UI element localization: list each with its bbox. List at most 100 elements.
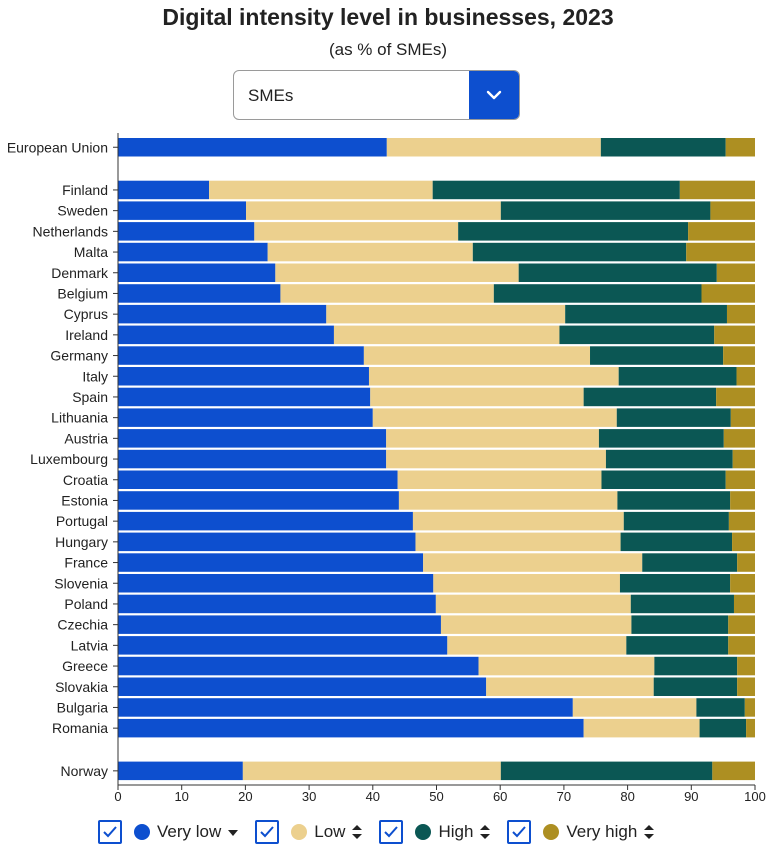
checkbox-very-high[interactable] (507, 820, 532, 844)
bar-very-low-netherlands[interactable] (118, 222, 255, 241)
bar-high-croatia[interactable] (601, 470, 726, 490)
bar-low-slovenia[interactable] (433, 574, 620, 593)
bar-very-high-hungary[interactable] (732, 532, 755, 552)
bar-very-low-austria[interactable] (118, 429, 387, 448)
bar-very-high-spain[interactable] (716, 387, 755, 407)
bar-low-ireland[interactable] (333, 325, 560, 345)
bar-very-low-romania[interactable] (118, 718, 584, 738)
bar-high-norway[interactable] (500, 761, 713, 781)
bar-low-malta[interactable] (267, 242, 473, 262)
legend-item-low[interactable]: Low (255, 820, 363, 844)
business-size-select[interactable]: SMEs (233, 70, 520, 120)
bar-very-high-poland[interactable] (733, 594, 755, 614)
bar-very-low-ireland[interactable] (118, 325, 334, 345)
bar-low-lithuania[interactable] (372, 408, 617, 427)
bar-high-estonia[interactable] (617, 491, 731, 510)
bar-low-luxembourg[interactable] (386, 449, 606, 469)
bar-low-poland[interactable] (435, 594, 631, 614)
bar-low-finland[interactable] (209, 180, 433, 200)
bar-high-finland[interactable] (432, 180, 680, 200)
bar-very-low-malta[interactable] (118, 242, 268, 262)
bar-very-low-norway[interactable] (118, 761, 243, 781)
bar-very-high-romania[interactable] (746, 718, 755, 738)
bar-very-high-croatia[interactable] (725, 470, 755, 490)
dropdown-toggle-button[interactable] (469, 71, 519, 119)
bar-low-croatia[interactable] (397, 470, 602, 490)
bar-very-low-cyprus[interactable] (118, 304, 327, 324)
bar-very-low-czechia[interactable] (118, 615, 441, 634)
legend-item-very-low[interactable]: Very low (98, 820, 239, 844)
bar-low-european-union[interactable] (386, 138, 601, 157)
bar-very-low-germany[interactable] (118, 346, 364, 365)
bar-very-low-lithuania[interactable] (118, 408, 373, 427)
bar-high-belgium[interactable] (493, 284, 702, 303)
bar-very-high-latvia[interactable] (728, 636, 755, 655)
bar-very-low-bulgaria[interactable] (118, 698, 573, 717)
bar-low-france[interactable] (423, 553, 643, 572)
bar-low-latvia[interactable] (447, 636, 627, 655)
bar-very-high-sweden[interactable] (710, 201, 755, 220)
checkbox-low[interactable] (255, 820, 280, 844)
bar-very-high-lithuania[interactable] (730, 408, 755, 427)
bar-high-poland[interactable] (630, 594, 734, 614)
bar-very-high-belgium[interactable] (701, 284, 755, 303)
bar-high-cyprus[interactable] (565, 304, 727, 324)
bar-very-low-croatia[interactable] (118, 470, 398, 490)
bar-high-slovakia[interactable] (653, 677, 738, 697)
bar-very-high-portugal[interactable] (728, 511, 755, 531)
bar-low-estonia[interactable] (398, 491, 618, 510)
legend-item-very-high[interactable]: Very high (507, 820, 655, 844)
bar-high-italy[interactable] (618, 367, 737, 386)
bar-high-romania[interactable] (699, 718, 747, 738)
bar-very-low-latvia[interactable] (118, 636, 448, 655)
bar-low-netherlands[interactable] (254, 222, 459, 241)
legend-item-high[interactable]: High (379, 820, 491, 844)
bar-low-portugal[interactable] (412, 511, 624, 531)
bar-low-hungary[interactable] (415, 532, 621, 552)
bar-very-low-spain[interactable] (118, 387, 371, 407)
bar-low-cyprus[interactable] (326, 304, 566, 324)
bar-low-greece[interactable] (478, 656, 655, 676)
bar-very-low-slovenia[interactable] (118, 574, 434, 593)
bar-very-high-finland[interactable] (679, 180, 755, 200)
bar-low-denmark[interactable] (275, 263, 519, 283)
sort-desc-icon[interactable] (227, 825, 239, 839)
bar-very-high-luxembourg[interactable] (732, 449, 755, 469)
bar-very-low-greece[interactable] (118, 656, 479, 676)
bar-high-luxembourg[interactable] (605, 449, 733, 469)
bar-very-high-italy[interactable] (736, 367, 755, 386)
bar-high-netherlands[interactable] (458, 222, 689, 241)
bar-high-czechia[interactable] (631, 615, 729, 634)
bar-very-high-denmark[interactable] (716, 263, 755, 283)
bar-very-low-estonia[interactable] (118, 491, 399, 510)
bar-very-low-portugal[interactable] (118, 511, 413, 531)
bar-high-portugal[interactable] (623, 511, 729, 531)
bar-low-bulgaria[interactable] (572, 698, 697, 717)
bar-high-malta[interactable] (472, 242, 687, 262)
sort-both-icon[interactable] (643, 823, 655, 841)
bar-low-austria[interactable] (386, 429, 599, 448)
checkbox-high[interactable] (379, 820, 404, 844)
bar-high-bulgaria[interactable] (696, 698, 745, 717)
bar-very-high-netherlands[interactable] (688, 222, 755, 241)
checkbox-very-low[interactable] (98, 820, 122, 844)
bar-high-ireland[interactable] (559, 325, 715, 345)
bar-low-belgium[interactable] (280, 284, 494, 303)
bar-low-italy[interactable] (368, 367, 619, 386)
bar-very-high-czechia[interactable] (728, 615, 755, 634)
bar-very-high-austria[interactable] (723, 429, 755, 448)
bar-low-norway[interactable] (242, 761, 501, 781)
bar-very-low-denmark[interactable] (118, 263, 276, 283)
bar-very-high-ireland[interactable] (714, 325, 755, 345)
bar-very-high-norway[interactable] (712, 761, 755, 781)
bar-high-sweden[interactable] (500, 201, 711, 220)
bar-very-high-malta[interactable] (686, 242, 755, 262)
bar-low-czechia[interactable] (440, 615, 632, 634)
bar-very-high-slovenia[interactable] (730, 574, 755, 593)
bar-very-low-poland[interactable] (118, 594, 436, 614)
bar-high-slovenia[interactable] (619, 574, 731, 593)
bar-high-germany[interactable] (590, 346, 724, 365)
bar-very-low-finland[interactable] (118, 180, 210, 200)
bar-low-spain[interactable] (370, 387, 584, 407)
bar-high-lithuania[interactable] (616, 408, 731, 427)
